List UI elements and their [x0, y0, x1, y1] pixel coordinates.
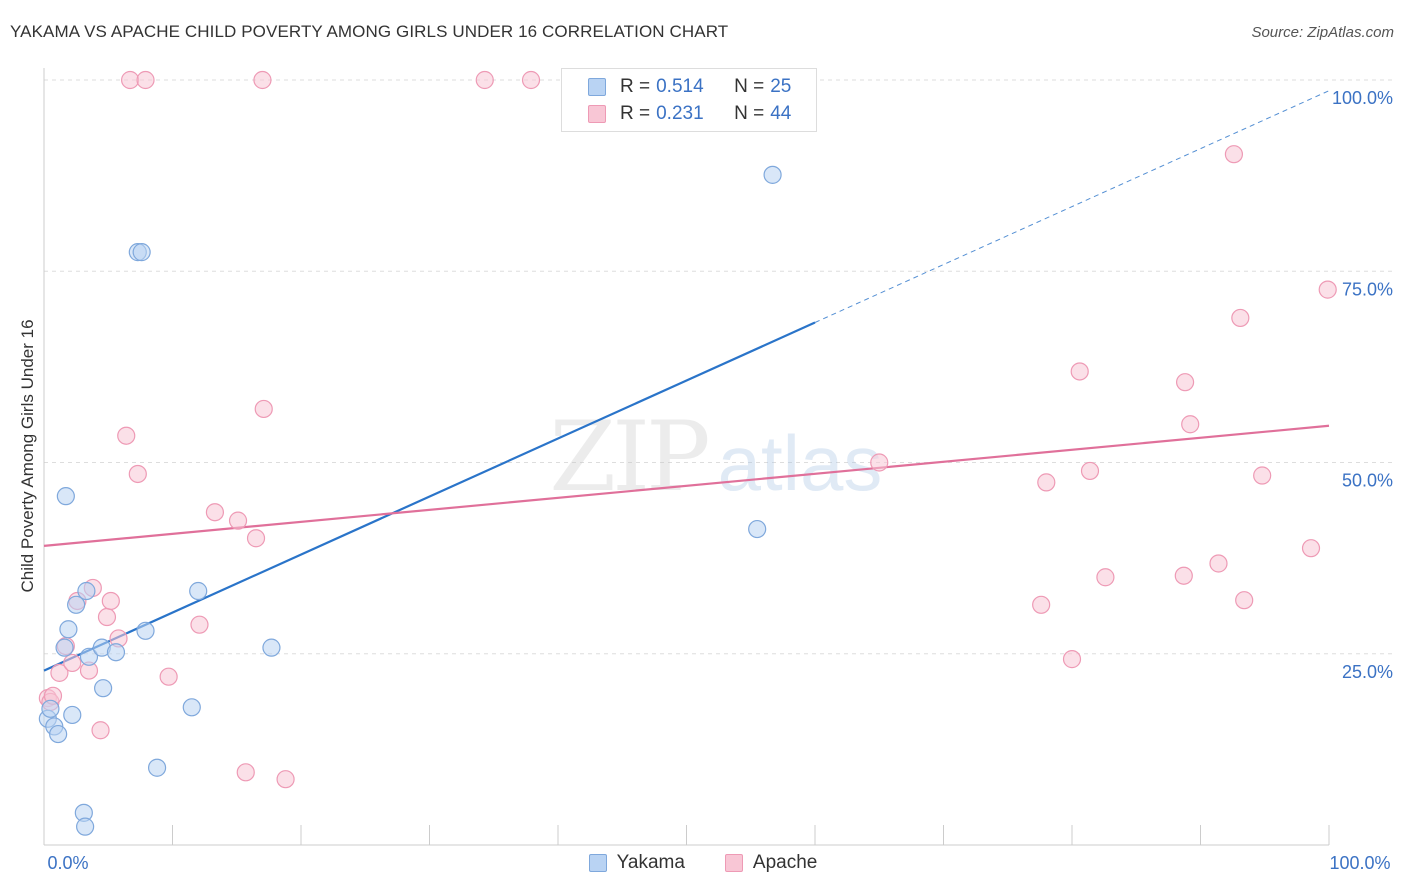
apache-point-10 [97, 607, 117, 627]
yakama-r-key: R = [620, 76, 651, 97]
yakama-r-value: 0.514 [656, 76, 704, 97]
source-label: Source: ZipAtlas.com [1251, 24, 1394, 41]
apache-point-31 [1062, 650, 1082, 669]
apache-point-41 [1235, 591, 1254, 610]
apache-point-37 [1181, 415, 1200, 434]
apache-point-20 [228, 511, 248, 530]
legend-item-apache: Apache [724, 852, 818, 874]
apache-point-38 [1209, 554, 1228, 573]
legend-label-apache: Apache [752, 852, 818, 873]
yakama-point-6 [59, 620, 78, 639]
apache-point-11 [101, 591, 120, 611]
apache-n-value: 44 [770, 103, 792, 124]
apache-point-18 [190, 615, 209, 634]
apache-point-15 [120, 70, 140, 90]
apache-swatch [588, 105, 606, 123]
yakama-point-22 [262, 638, 281, 657]
series-legend: Yakama Apache [0, 852, 1406, 874]
x-tick-label-0: 0.0% [47, 853, 88, 873]
apache-point-28 [870, 453, 889, 472]
yakama-point-11 [77, 581, 96, 601]
trend-lines [43, 90, 1330, 672]
yakama-swatch [588, 78, 606, 96]
apache-point-34 [1096, 568, 1115, 587]
correlation-legend: R = 0.514 N = 25 R = 0.231 N = 44 [561, 68, 817, 132]
apache-point-33 [1080, 461, 1100, 481]
y-tick-label-3: 100.0% [1332, 88, 1393, 108]
apache-point-19 [205, 503, 225, 522]
y-tick-label-0: 25.0% [1342, 662, 1393, 682]
yakama-point-1 [41, 699, 60, 718]
data-points [38, 70, 1337, 836]
apache-point-22 [246, 529, 266, 548]
apache-point-44 [1318, 280, 1337, 299]
legend-label-yakama: Yakama [616, 852, 685, 873]
apache-point-13 [117, 426, 136, 445]
tick-labels: 25.0% 50.0% 75.0% 100.0% 0.0% 100.0% [47, 88, 1393, 873]
apache-point-16 [136, 70, 155, 90]
apache-point-14 [128, 464, 147, 484]
yakama-point-4 [55, 638, 74, 657]
yakama-point-19 [147, 758, 167, 777]
yakama-point-18 [136, 621, 155, 640]
yakama-trend-extension [814, 90, 1330, 323]
y-tick-label-2: 75.0% [1342, 279, 1393, 299]
apache-point-32 [1070, 362, 1089, 381]
yakama-n-value: 25 [770, 76, 792, 97]
apache-point-23 [254, 399, 273, 419]
yakama-point-20 [182, 698, 201, 717]
apache-point-27 [521, 70, 541, 90]
apache-r-value: 0.231 [656, 103, 704, 124]
yakama-point-12 [79, 647, 99, 666]
apache-point-36 [1175, 373, 1195, 392]
yakama-point-15 [106, 643, 126, 662]
apache-point-17 [159, 667, 178, 686]
watermark-atlas: atlas [718, 419, 883, 507]
yakama-point-3 [49, 724, 68, 744]
yakama-point-23 [748, 519, 767, 539]
apache-n-key: N = [734, 103, 765, 124]
apache-r-key: R = [620, 103, 651, 124]
apache-point-5 [63, 653, 82, 673]
apache-point-39 [1224, 145, 1244, 164]
chart-title: YAKAMA VS APACHE CHILD POVERTY AMONG GIR… [10, 22, 729, 41]
apache-point-35 [1174, 566, 1193, 585]
watermark: ZIP atlas [549, 401, 882, 513]
y-tick-label-1: 50.0% [1342, 471, 1393, 491]
yakama-legend-swatch [588, 854, 607, 872]
yakama-trend-line [43, 321, 816, 672]
apache-point-43 [1301, 539, 1321, 558]
legend-row-apache: R = 0.231 N = 44 [588, 102, 791, 126]
apache-legend-swatch [724, 854, 743, 872]
apache-point-30 [1037, 473, 1056, 492]
yakama-point-7 [63, 705, 82, 725]
yakama-point-10 [76, 817, 95, 836]
yakama-point-24 [763, 165, 782, 184]
apache-point-26 [475, 70, 494, 90]
apache-trend-line [43, 424, 1330, 547]
apache-point-3 [50, 663, 69, 682]
apache-point-29 [1032, 595, 1051, 614]
x-tick-label-1: 100.0% [1329, 853, 1390, 873]
apache-point-9 [91, 721, 110, 740]
yakama-point-5 [56, 487, 75, 506]
apache-point-24 [276, 770, 295, 789]
legend-item-yakama: Yakama [588, 852, 685, 874]
yakama-n-key: N = [734, 76, 765, 97]
yakama-point-14 [94, 679, 113, 698]
yakama-point-21 [189, 581, 208, 601]
apache-point-25 [253, 70, 272, 90]
legend-row-yakama: R = 0.514 N = 25 [588, 75, 791, 99]
yakama-point-17 [132, 243, 151, 262]
apache-point-42 [1253, 466, 1272, 485]
apache-point-21 [236, 763, 255, 782]
apache-point-40 [1231, 308, 1250, 328]
yakama-point-8 [67, 595, 86, 614]
watermark-zip: ZIP [549, 401, 708, 513]
